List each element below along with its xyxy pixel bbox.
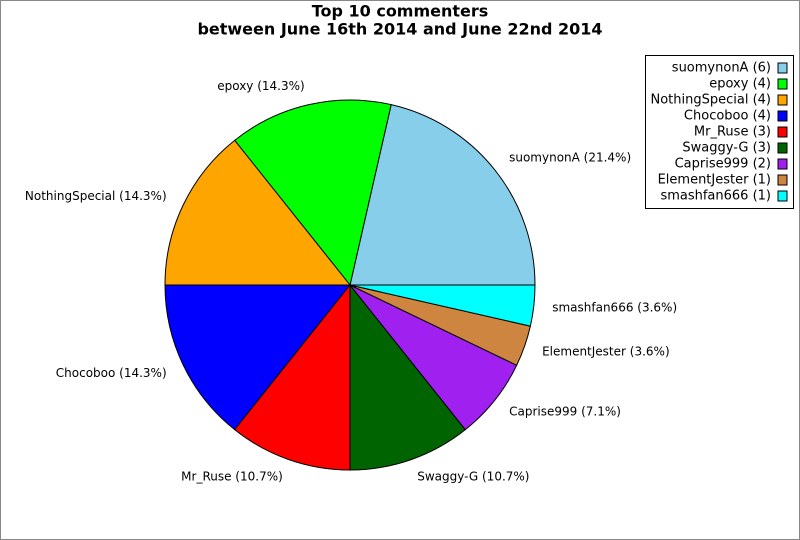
chart-subtitle: between June 16th 2014 and June 22nd 201… [197, 20, 602, 39]
pie-slice [233, 283, 351, 471]
slice-label: smashfan666 (3.6%) [552, 300, 677, 314]
legend-swatch [777, 110, 788, 122]
legend-label: epoxy (4) [709, 77, 771, 92]
slice-label: Mr_Ruse (10.7%) [181, 470, 283, 484]
legend-swatch [777, 78, 788, 90]
legend-label: NothingSpecial (4) [650, 93, 771, 108]
pie-slice [164, 284, 352, 431]
chart-title: Top 10 commenters [312, 2, 489, 21]
legend-label: Mr_Ruse (3) [694, 125, 771, 140]
legend-swatch [777, 142, 788, 154]
legend-swatch [777, 174, 788, 186]
pie-slice [349, 284, 536, 327]
legend-swatch [777, 62, 788, 74]
slice-label: Swaggy-G (10.7%) [417, 470, 529, 484]
legend-label: Caprise999 (2) [675, 157, 771, 172]
slice-label: NothingSpecial (14.3%) [25, 189, 167, 203]
slice-label: Chocoboo (14.3%) [56, 366, 167, 380]
pie-slice [349, 104, 536, 286]
legend-swatch [777, 158, 788, 170]
legend-label: smashfan666 (1) [660, 189, 771, 204]
slice-label: suomynonA (21.4%) [509, 151, 631, 165]
pie-slice [233, 99, 392, 287]
legend-box [645, 55, 794, 209]
legend-label: Swaggy-G (3) [682, 141, 771, 156]
legend-label: suomynonA (6) [672, 61, 771, 76]
legend-swatch [777, 126, 788, 138]
legend-label: ElementJester (1) [658, 173, 771, 188]
pie-slice [349, 283, 467, 471]
legend-label: Chocoboo (4) [684, 109, 771, 124]
legend-swatch [777, 94, 788, 106]
slice-label: epoxy (14.3%) [217, 79, 304, 93]
slice-label: ElementJester (3.6%) [542, 345, 670, 359]
slice-label: Caprise999 (7.1%) [509, 404, 621, 418]
legend-swatch [777, 190, 788, 202]
pie-slice [164, 139, 352, 286]
